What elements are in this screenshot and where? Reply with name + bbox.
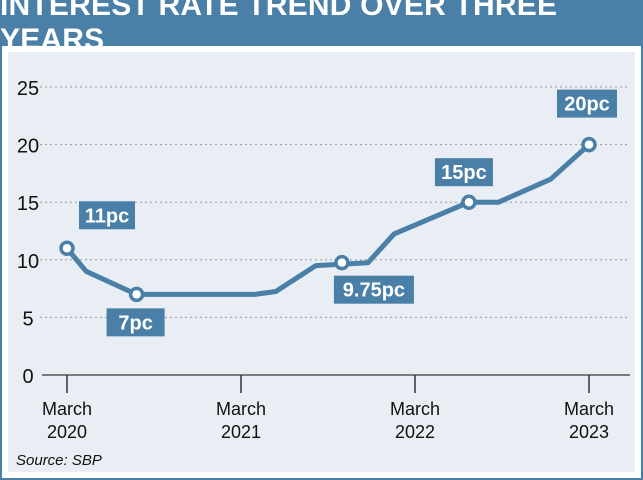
callout-box bbox=[333, 275, 414, 304]
data-point-marker bbox=[461, 194, 477, 210]
y-tick-label: 5 bbox=[22, 308, 33, 330]
y-tick-label: 20 bbox=[17, 136, 39, 158]
x-tick-label: 2022 bbox=[395, 422, 435, 442]
data-point-marker bbox=[59, 240, 75, 257]
series-line bbox=[64, 142, 592, 297]
x-tick-label: March bbox=[42, 399, 92, 419]
chart-title: INTEREST RATE TREND OVER THREE YEARS bbox=[0, 0, 643, 56]
data-point-marker bbox=[581, 136, 597, 153]
callout-box bbox=[557, 89, 617, 118]
x-tick-label: 2020 bbox=[47, 422, 87, 442]
callout-box bbox=[79, 201, 135, 230]
data-label: 11pc bbox=[85, 205, 129, 227]
y-tick-label: 15 bbox=[17, 193, 39, 215]
callout-box bbox=[106, 308, 165, 337]
x-tick-label: March bbox=[564, 399, 614, 419]
y-tick-label: 25 bbox=[17, 78, 39, 100]
callout-box bbox=[434, 158, 493, 187]
x-tick-label: March bbox=[216, 399, 266, 419]
data-label: 9.75pc bbox=[343, 280, 405, 302]
data-point-marker bbox=[334, 254, 350, 271]
data-label: 7pc bbox=[118, 312, 152, 334]
y-tick-label: 0 bbox=[22, 366, 33, 388]
source-note: Source: SBP bbox=[16, 452, 102, 469]
x-tick-label: 2023 bbox=[569, 422, 609, 442]
x-tick-label: March bbox=[390, 399, 440, 419]
y-tick-label: 10 bbox=[17, 251, 39, 273]
data-label: 15pc bbox=[441, 162, 487, 184]
x-tick-label: 2021 bbox=[221, 422, 261, 442]
plot-area bbox=[8, 52, 635, 472]
data-label: 20pc bbox=[564, 94, 610, 116]
data-point-marker bbox=[128, 286, 145, 303]
